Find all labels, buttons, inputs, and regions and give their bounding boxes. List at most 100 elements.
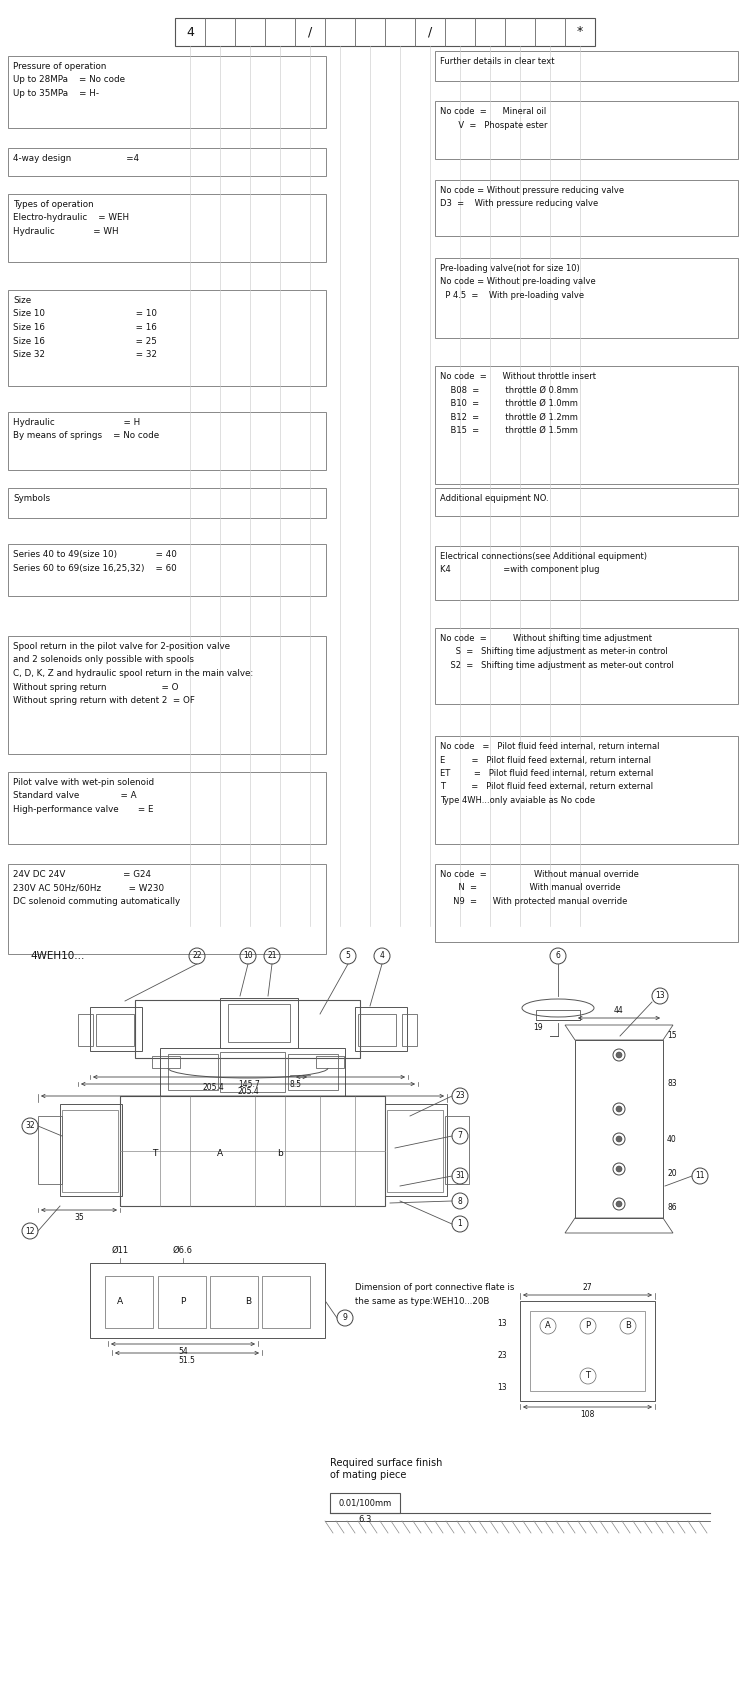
Text: 11: 11 xyxy=(695,1172,705,1180)
Bar xyxy=(8,488,326,517)
Bar xyxy=(90,1264,325,1338)
Text: N9  =      With protected manual override: N9 = With protected manual override xyxy=(440,897,627,906)
Text: P: P xyxy=(180,1297,186,1306)
Text: A: A xyxy=(117,1297,123,1306)
Bar xyxy=(62,1109,118,1192)
Bar xyxy=(435,366,738,483)
Text: No code  =      Mineral oil: No code = Mineral oil xyxy=(440,107,546,115)
Bar xyxy=(575,1040,663,1218)
Text: Electrical connections(see Additional equipment): Electrical connections(see Additional eq… xyxy=(440,551,647,561)
Bar xyxy=(8,56,326,127)
Text: 4WEH10...: 4WEH10... xyxy=(30,951,84,962)
Text: A: A xyxy=(545,1321,550,1330)
Bar xyxy=(8,863,326,953)
Text: B10  =          throttle Ø 1.0mm: B10 = throttle Ø 1.0mm xyxy=(440,399,578,409)
Bar xyxy=(220,1052,285,1092)
Text: P 4.5  =    With pre-loading valve: P 4.5 = With pre-loading valve xyxy=(440,292,584,300)
Text: Without spring return                    = O: Without spring return = O xyxy=(13,682,178,692)
Text: 86: 86 xyxy=(667,1204,676,1213)
Text: S2  =   Shifting time adjustment as meter-out control: S2 = Shifting time adjustment as meter-o… xyxy=(440,661,674,670)
Text: No code  =                  Without manual override: No code = Without manual override xyxy=(440,870,639,879)
Bar xyxy=(158,1275,206,1328)
Text: T          =   Pilot fluid feed external, return external: T = Pilot fluid feed external, return ex… xyxy=(440,782,653,792)
Bar xyxy=(358,1014,396,1046)
Text: A: A xyxy=(217,1150,223,1158)
Text: E          =   Pilot fluid feed external, return internal: E = Pilot fluid feed external, return in… xyxy=(440,755,651,765)
Bar xyxy=(152,1057,180,1068)
Circle shape xyxy=(616,1106,622,1113)
Bar xyxy=(435,180,738,236)
Bar xyxy=(435,863,738,941)
Text: 5: 5 xyxy=(346,951,350,960)
Text: 22: 22 xyxy=(192,951,202,960)
Text: 145.7: 145.7 xyxy=(238,1080,260,1089)
Text: S  =   Shifting time adjustment as meter-in control: S = Shifting time adjustment as meter-in… xyxy=(440,648,668,656)
Text: 10: 10 xyxy=(243,951,253,960)
Text: of mating piece: of mating piece xyxy=(330,1470,406,1481)
Text: 54: 54 xyxy=(178,1347,188,1357)
Text: 27: 27 xyxy=(582,1282,592,1292)
Text: 108: 108 xyxy=(580,1409,594,1420)
Text: Spool return in the pilot valve for 2-position valve: Spool return in the pilot valve for 2-po… xyxy=(13,643,230,651)
Text: Hydraulic              = WH: Hydraulic = WH xyxy=(13,227,119,236)
Bar xyxy=(530,1311,645,1391)
Bar xyxy=(38,1116,62,1184)
Text: 24V DC 24V                     = G24: 24V DC 24V = G24 xyxy=(13,870,151,879)
Text: Ø11: Ø11 xyxy=(112,1247,128,1255)
Bar xyxy=(160,1048,345,1096)
Text: 12: 12 xyxy=(26,1226,34,1235)
Text: 230V AC 50Hz/60Hz          = W230: 230V AC 50Hz/60Hz = W230 xyxy=(13,884,164,892)
Text: Size: Size xyxy=(13,297,31,305)
Text: 1: 1 xyxy=(458,1219,462,1228)
Bar xyxy=(168,1053,218,1091)
Text: Pre-loading valve(not for size 10): Pre-loading valve(not for size 10) xyxy=(440,265,580,273)
Text: Hydraulic                         = H: Hydraulic = H xyxy=(13,417,140,427)
Text: Further details in clear text: Further details in clear text xyxy=(440,58,554,66)
Text: 13: 13 xyxy=(497,1319,507,1328)
Text: Additional equipment NO.: Additional equipment NO. xyxy=(440,494,548,504)
Text: K4                    =with component plug: K4 =with component plug xyxy=(440,565,599,575)
Text: T: T xyxy=(152,1150,157,1158)
Text: 31: 31 xyxy=(455,1172,465,1180)
Text: V  =   Phospate ester: V = Phospate ester xyxy=(440,120,548,129)
Circle shape xyxy=(616,1136,622,1141)
Text: 13: 13 xyxy=(497,1382,507,1392)
Bar xyxy=(175,19,595,46)
Text: Size 32                                 = 32: Size 32 = 32 xyxy=(13,349,157,360)
Text: Pressure of operation: Pressure of operation xyxy=(13,63,106,71)
Text: Up to 35MPa    = H-: Up to 35MPa = H- xyxy=(13,88,99,98)
Text: T: T xyxy=(586,1372,590,1381)
Text: and 2 solenoids only possible with spools: and 2 solenoids only possible with spool… xyxy=(13,655,194,665)
Bar xyxy=(435,51,738,81)
Text: 7: 7 xyxy=(458,1131,463,1140)
Text: 21: 21 xyxy=(267,951,277,960)
Text: Ø6.6: Ø6.6 xyxy=(173,1247,193,1255)
Text: P: P xyxy=(586,1321,590,1330)
Text: 40: 40 xyxy=(667,1135,676,1143)
Bar xyxy=(288,1053,338,1091)
Text: 32: 32 xyxy=(26,1121,34,1131)
Bar xyxy=(435,258,738,338)
Text: 35: 35 xyxy=(74,1213,84,1223)
Text: D3  =    With pressure reducing valve: D3 = With pressure reducing valve xyxy=(440,200,598,209)
Text: No code   =   Pilot fluid feed internal, return internal: No code = Pilot fluid feed internal, ret… xyxy=(440,743,659,751)
Text: Size 10                                 = 10: Size 10 = 10 xyxy=(13,309,157,319)
Text: C, D, K, Z and hydraulic spool return in the main valve:: C, D, K, Z and hydraulic spool return in… xyxy=(13,668,254,678)
Text: 13: 13 xyxy=(656,992,664,1001)
Text: 23: 23 xyxy=(497,1352,507,1360)
Bar xyxy=(402,1014,417,1046)
Bar xyxy=(8,290,326,387)
Text: Series 40 to 49(size 10)              = 40: Series 40 to 49(size 10) = 40 xyxy=(13,550,177,560)
Text: 8.5: 8.5 xyxy=(290,1080,302,1089)
Text: ET         =   Pilot fluid feed internal, return external: ET = Pilot fluid feed internal, return e… xyxy=(440,768,653,778)
Bar xyxy=(262,1275,310,1328)
Bar xyxy=(435,488,738,516)
Text: High-performance valve       = E: High-performance valve = E xyxy=(13,806,154,814)
Text: 205.4: 205.4 xyxy=(237,1087,259,1096)
Text: Required surface finish: Required surface finish xyxy=(330,1459,442,1469)
Text: By means of springs    = No code: By means of springs = No code xyxy=(13,431,159,441)
Text: *: * xyxy=(577,25,584,39)
Bar xyxy=(220,997,298,1048)
Circle shape xyxy=(616,1052,622,1058)
Circle shape xyxy=(616,1167,622,1172)
